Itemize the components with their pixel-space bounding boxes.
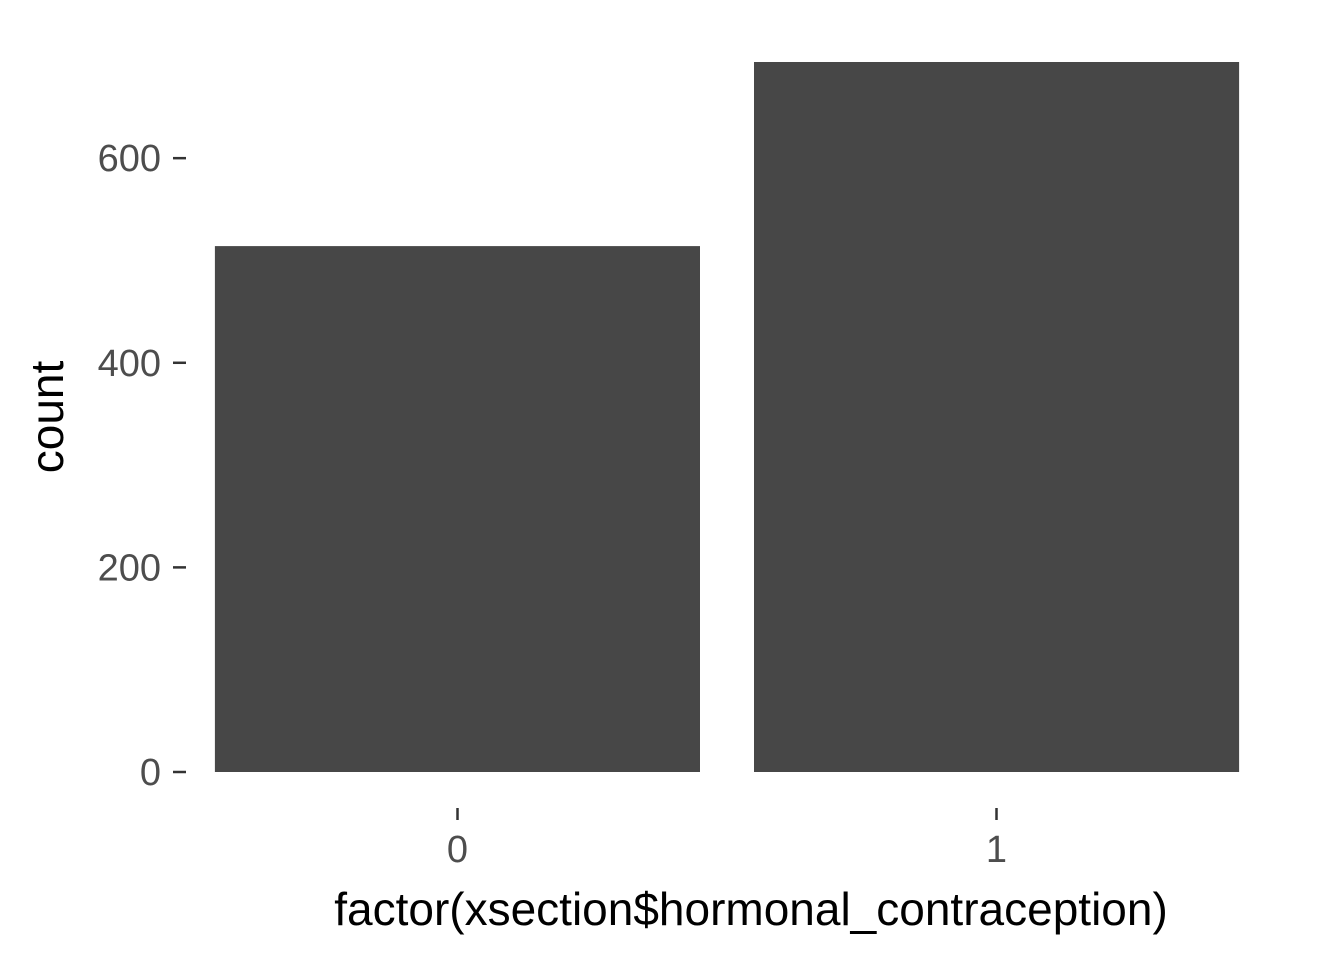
bar-1 [754, 62, 1240, 772]
y-tick-label: 0 [140, 752, 161, 794]
bar-0 [214, 246, 700, 773]
y-axis-title: count [21, 361, 73, 474]
bars-layer [214, 62, 1240, 773]
x-tick-label: 1 [986, 829, 1007, 871]
y-tick-label: 400 [98, 343, 161, 385]
y-axis: 0 200 400 600 [98, 138, 186, 794]
y-tick-label: 600 [98, 138, 161, 180]
x-axis-title: factor(xsection$hormonal_contraception) [334, 883, 1168, 935]
x-tick-label: 0 [447, 829, 468, 871]
y-tick-label: 200 [98, 547, 161, 589]
